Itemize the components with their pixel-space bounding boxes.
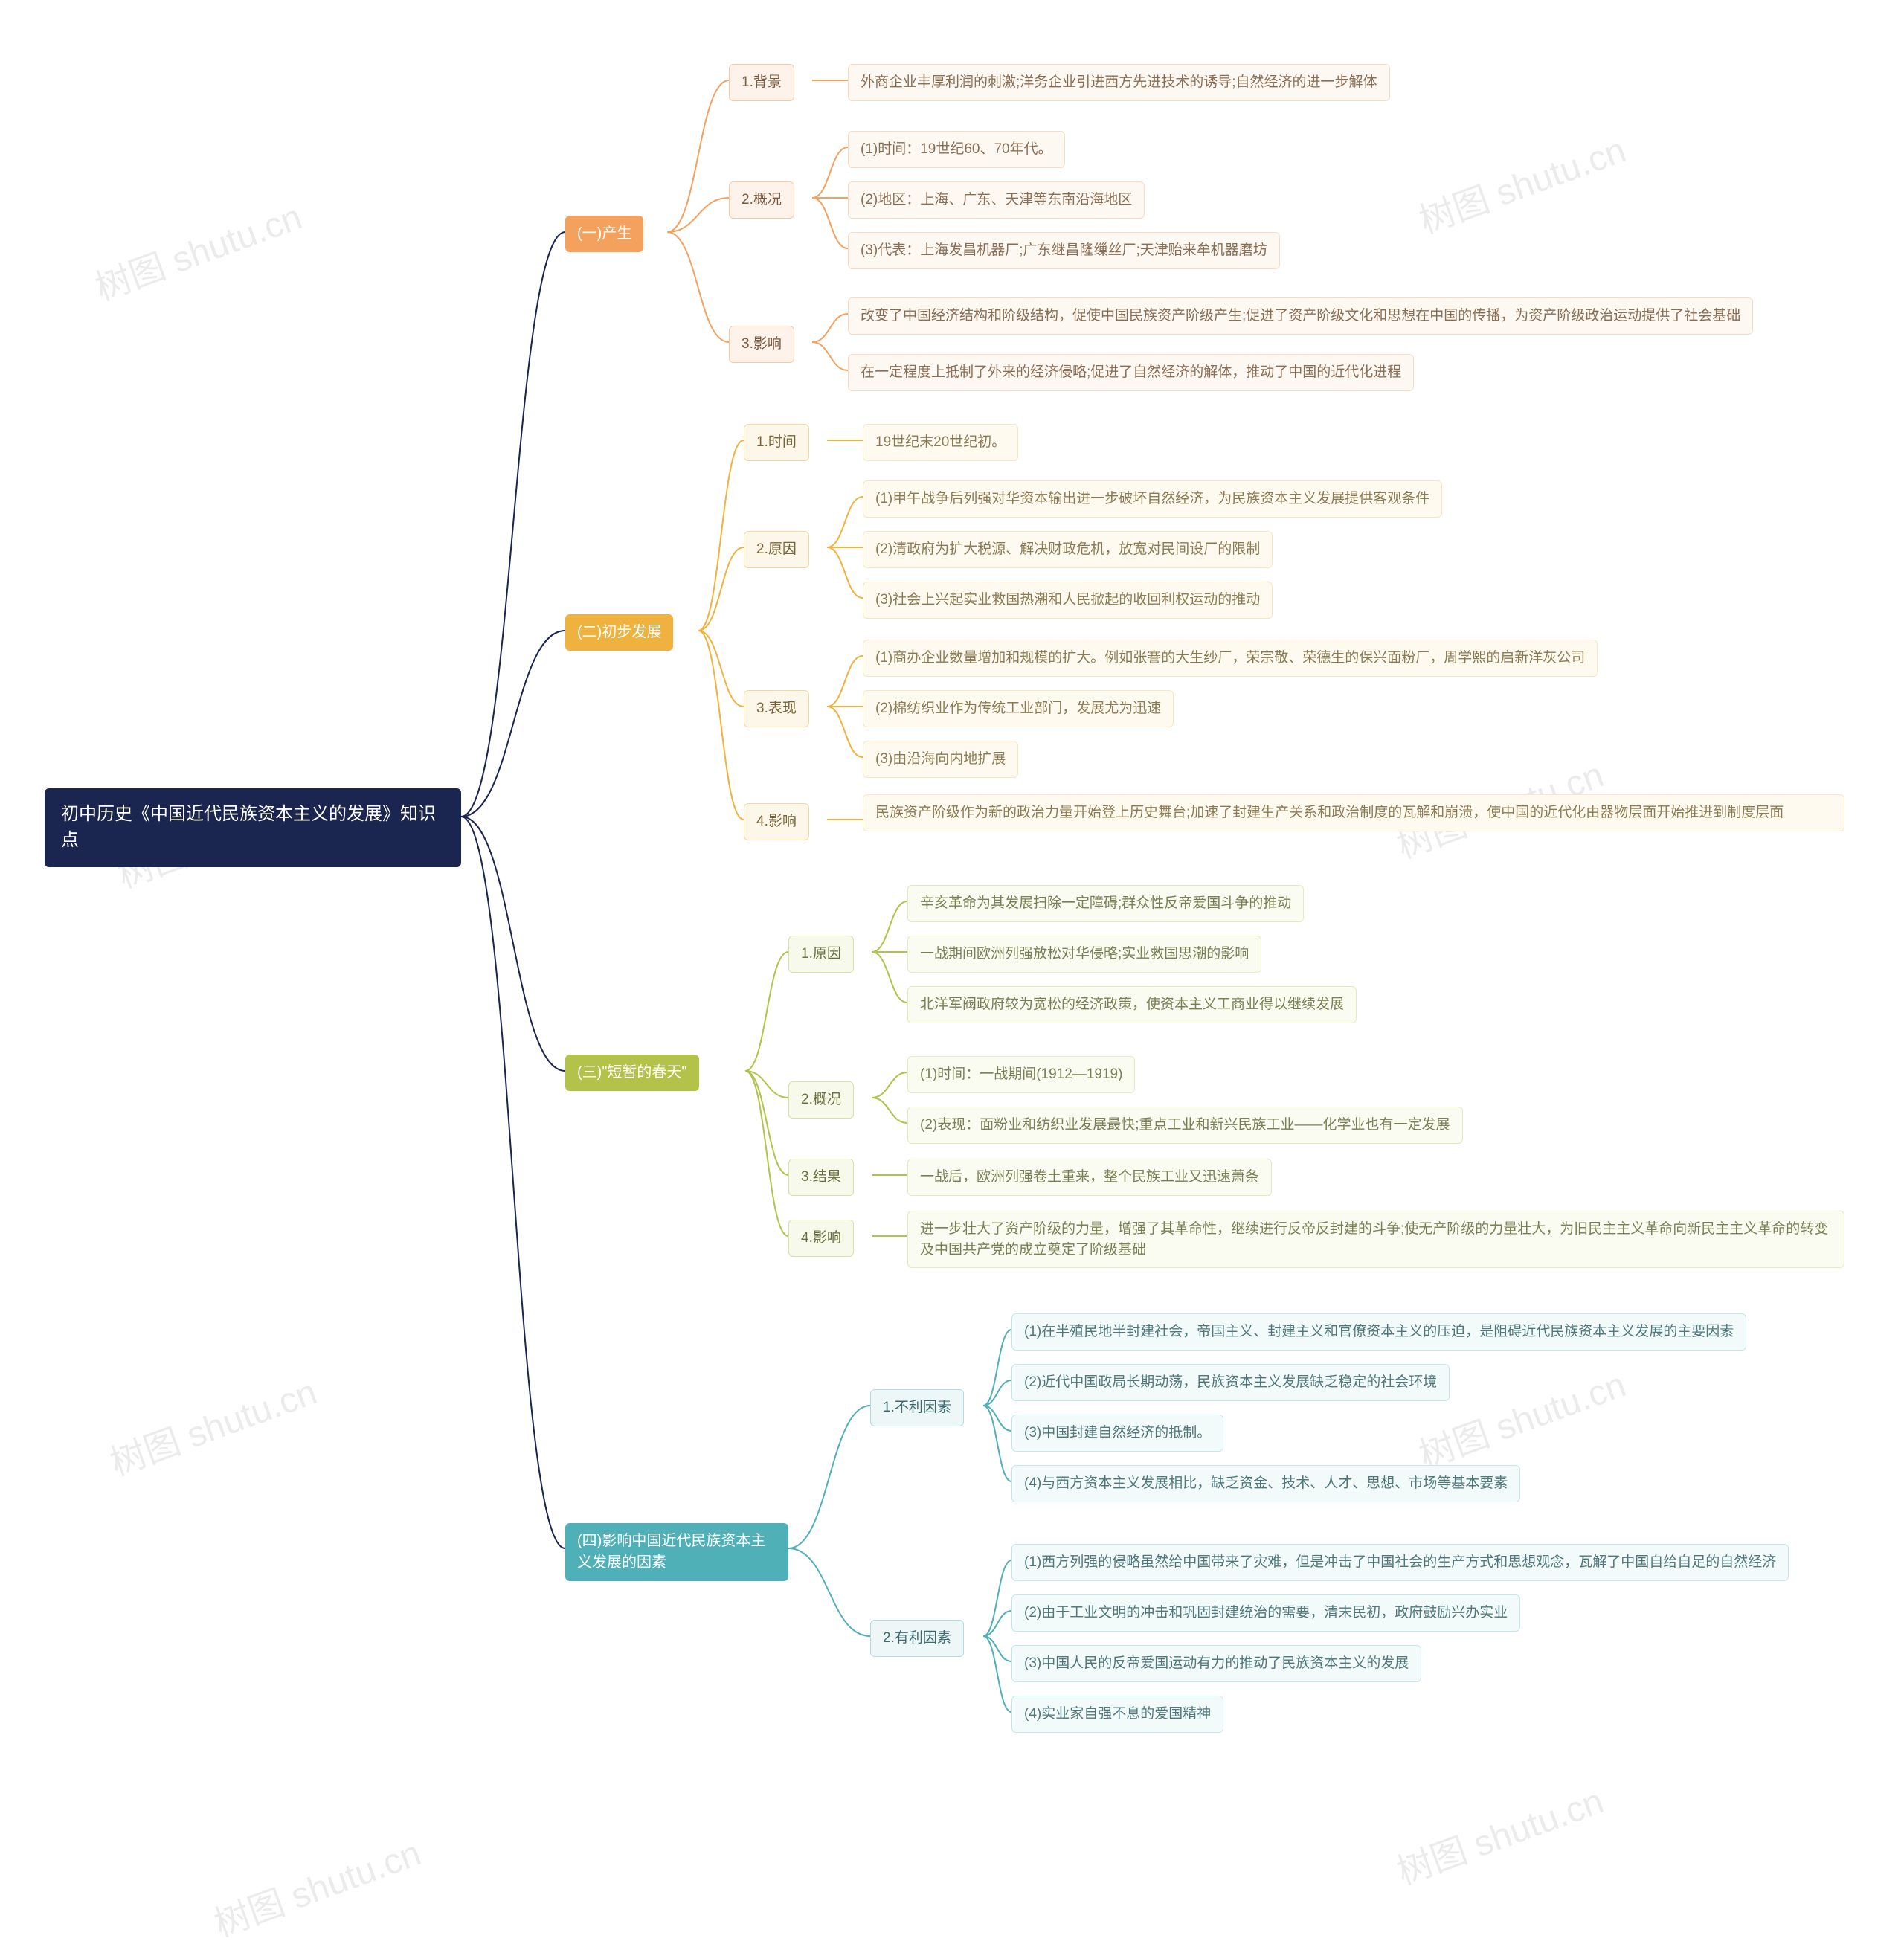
branch-node: (三)"短暂的春天" — [565, 1055, 699, 1091]
child-node: 1.不利因素 — [870, 1389, 964, 1426]
watermark: 树图 shutu.cn — [102, 1362, 323, 1485]
branch-node: (一)产生 — [565, 216, 643, 252]
leaf-node: 进一步壮大了资产阶级的力量，增强了其革命性，继续进行反帝反封建的斗争;使无产阶级… — [907, 1211, 1844, 1268]
watermark: 树图 shutu.cn — [87, 187, 308, 310]
leaf-node: 辛亥革命为其发展扫除一定障碍;群众性反帝爱国斗争的推动 — [907, 885, 1304, 922]
leaf-node: (3)中国封建自然经济的抵制。 — [1012, 1415, 1223, 1452]
leaf-node: (3)社会上兴起实业救国热潮和人民掀起的收回利权运动的推动 — [863, 582, 1273, 619]
child-node: 3.影响 — [729, 326, 794, 363]
leaf-node: (2)由于工业文明的冲击和巩固封建统治的需要，清末民初，政府鼓励兴办实业 — [1012, 1594, 1520, 1632]
root-node: 初中历史《中国近代民族资本主义的发展》知识点 — [45, 788, 461, 867]
leaf-node: (3)中国人民的反帝爱国运动有力的推动了民族资本主义的发展 — [1012, 1645, 1421, 1682]
leaf-node: (2)地区：上海、广东、天津等东南沿海地区 — [848, 181, 1145, 219]
child-node: 1.背景 — [729, 64, 794, 101]
leaf-node: (2)清政府为扩大税源、解决财政危机，放宽对民间设厂的限制 — [863, 531, 1273, 568]
child-node: 4.影响 — [744, 803, 809, 840]
child-node: 2.原因 — [744, 531, 809, 568]
leaf-node: (2)表现：面粉业和纺织业发展最快;重点工业和新兴民族工业——化学业也有一定发展 — [907, 1107, 1463, 1144]
leaf-node: 在一定程度上抵制了外来的经济侵略;促进了自然经济的解体，推动了中国的近代化进程 — [848, 354, 1414, 391]
leaf-node: (4)与西方资本主义发展相比，缺乏资金、技术、人才、思想、市场等基本要素 — [1012, 1465, 1520, 1502]
leaf-node: 19世纪末20世纪初。 — [863, 424, 1018, 461]
child-node: 4.影响 — [788, 1220, 854, 1257]
leaf-node: 一战后，欧洲列强卷土重来，整个民族工业又迅速萧条 — [907, 1159, 1272, 1196]
leaf-node: (1)时间：19世纪60、70年代。 — [848, 131, 1065, 168]
leaf-node: 北洋军阀政府较为宽松的经济政策，使资本主义工商业得以继续发展 — [907, 986, 1357, 1023]
leaf-node: 外商企业丰厚利润的刺激;洋务企业引进西方先进技术的诱导;自然经济的进一步解体 — [848, 64, 1390, 101]
leaf-node: (1)商办企业数量增加和规模的扩大。例如张謇的大生纱厂，荣宗敬、荣德生的保兴面粉… — [863, 640, 1598, 677]
watermark: 树图 shutu.cn — [1389, 1771, 1609, 1894]
leaf-node: (2)棉纺织业作为传统工业部门，发展尤为迅速 — [863, 690, 1174, 727]
leaf-node: (2)近代中国政局长期动荡，民族资本主义发展缺乏稳定的社会环境 — [1012, 1364, 1450, 1401]
child-node: 1.时间 — [744, 424, 809, 461]
leaf-node: (4)实业家自强不息的爱国精神 — [1012, 1696, 1223, 1733]
branch-node: (四)影响中国近代民族资本主义发展的因素 — [565, 1523, 788, 1581]
leaf-node: (1)西方列强的侵略虽然给中国带来了灾难，但是冲击了中国社会的生产方式和思想观念… — [1012, 1544, 1789, 1581]
watermark: 树图 shutu.cn — [1411, 120, 1632, 243]
child-node: 1.原因 — [788, 936, 854, 973]
leaf-node: (1)甲午战争后列强对华资本输出进一步破坏自然经济，为民族资本主义发展提供客观条… — [863, 480, 1442, 518]
leaf-node: (1)时间：一战期间(1912—1919) — [907, 1056, 1135, 1093]
child-node: 2.有利因素 — [870, 1620, 964, 1657]
child-node: 2.概况 — [788, 1081, 854, 1119]
child-node: 3.结果 — [788, 1159, 854, 1196]
branch-node: (二)初步发展 — [565, 614, 673, 651]
leaf-node: 改变了中国经济结构和阶级结构，促使中国民族资产阶级产生;促进了资产阶级文化和思想… — [848, 297, 1753, 335]
child-node: 2.概况 — [729, 181, 794, 219]
leaf-node: (1)在半殖民地半封建社会，帝国主义、封建主义和官僚资本主义的压迫，是阻碍近代民… — [1012, 1313, 1746, 1351]
watermark: 树图 shutu.cn — [206, 1824, 427, 1946]
leaf-node: (3)由沿海向内地扩展 — [863, 741, 1018, 778]
child-node: 3.表现 — [744, 690, 809, 727]
leaf-node: (3)代表：上海发昌机器厂;广东继昌隆缫丝厂;天津贻来牟机器磨坊 — [848, 232, 1280, 269]
leaf-node: 民族资产阶级作为新的政治力量开始登上历史舞台;加速了封建生产关系和政治制度的瓦解… — [863, 794, 1844, 831]
leaf-node: 一战期间欧洲列强放松对华侵略;实业救国思潮的影响 — [907, 936, 1261, 973]
